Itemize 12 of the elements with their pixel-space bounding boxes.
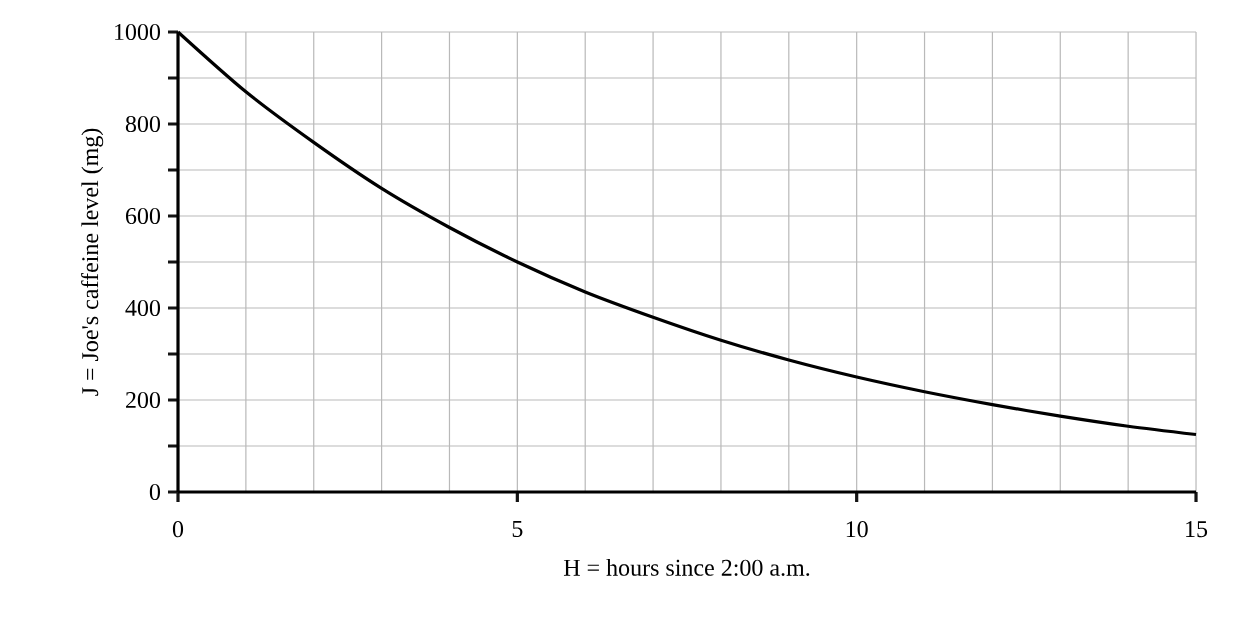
x-tick-label: 0 [172,521,184,538]
y-tick-label: 800 [125,115,161,133]
y-tick-label: 400 [125,299,161,317]
y-tick-label: 600 [125,207,161,225]
y-tick-label: 0 [149,483,161,501]
x-tick-label: 10 [846,521,868,538]
y-axis-title: J = Joe's caffeine level (mg) [81,128,104,396]
x-tick-label: 5 [512,521,523,537]
y-tick-label: 200 [126,391,161,409]
x-axis-title: H = hours since 2:00 a.m. [563,558,810,576]
x-tick-label: 15 [1186,521,1208,538]
y-tick-label: 1000 [115,23,161,41]
